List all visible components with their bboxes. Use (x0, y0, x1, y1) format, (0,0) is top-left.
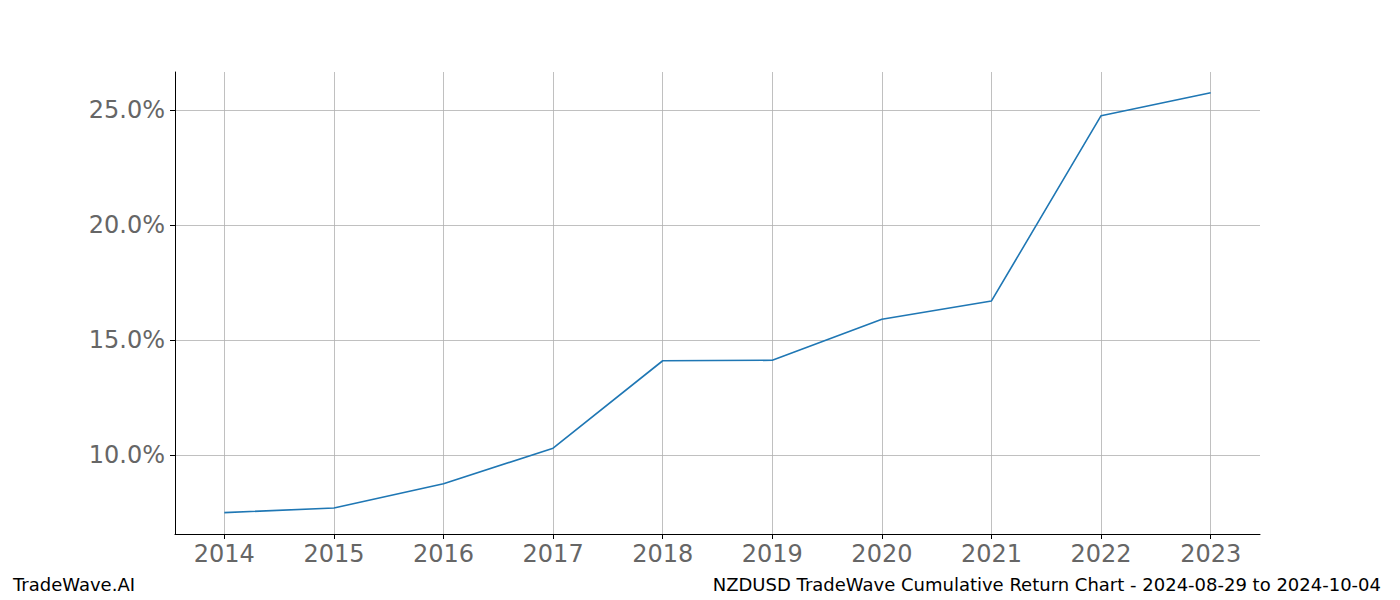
svg-text:2017: 2017 (523, 540, 584, 568)
svg-text:15.0%: 15.0% (89, 326, 165, 354)
svg-text:2021: 2021 (961, 540, 1022, 568)
svg-text:NZDUSD TradeWave Cumulative Re: NZDUSD TradeWave Cumulative Return Chart… (713, 574, 1381, 595)
svg-text:2015: 2015 (303, 540, 364, 568)
svg-text:TradeWave.AI: TradeWave.AI (12, 574, 135, 595)
svg-text:2018: 2018 (632, 540, 693, 568)
svg-text:20.0%: 20.0% (89, 211, 165, 239)
svg-text:2020: 2020 (851, 540, 912, 568)
svg-text:2019: 2019 (742, 540, 803, 568)
svg-text:2022: 2022 (1071, 540, 1132, 568)
svg-text:2023: 2023 (1180, 540, 1241, 568)
svg-text:2014: 2014 (194, 540, 255, 568)
svg-text:25.0%: 25.0% (89, 96, 165, 124)
svg-text:10.0%: 10.0% (89, 441, 165, 469)
svg-text:2016: 2016 (413, 540, 474, 568)
